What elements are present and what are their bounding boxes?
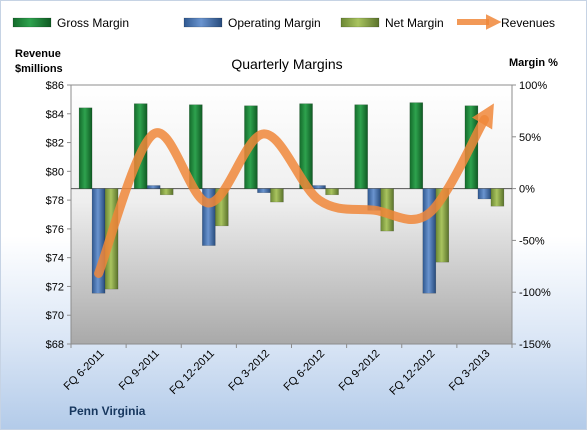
left-axis-tick-label: $68 [46, 339, 64, 351]
gross-margin-bar [355, 105, 368, 189]
x-tick-label: FQ 9-2011 [117, 348, 162, 393]
right-axis-tick-label: -50% [519, 235, 545, 247]
left-axis-tick-label: $70 [46, 310, 64, 322]
net-margin-bar [160, 189, 173, 195]
legend: Gross Margin Operating Margin Net Margin Re… [13, 16, 555, 30]
gross-margin-legend-label: Gross Margin [57, 16, 129, 30]
revenues-legend-label: Revenues [501, 16, 555, 30]
right-axis-tick-label: -100% [519, 287, 551, 299]
left-axis-tick-label: $78 [46, 195, 64, 207]
right-axis-tick-label: 0% [519, 184, 535, 196]
left-axis-tick-label: $86 [46, 80, 64, 92]
x-tick-label: FQ 3-2013 [447, 348, 493, 394]
right-axis-tick-label: -150% [519, 339, 551, 351]
net-margin-bar [326, 189, 339, 195]
left-axis-tick-label: $76 [46, 224, 64, 236]
gross-margin-bar [410, 103, 423, 189]
x-tick-label: FQ 3-2012 [226, 348, 272, 394]
left-axis-label-line1: Revenue [15, 48, 61, 60]
right-axis-tick-label: 50% [519, 132, 541, 144]
x-tick-label: FQ 6-2012 [282, 348, 328, 394]
company-label: Penn Virginia [69, 404, 146, 418]
operating-margin-legend-label: Operating Margin [228, 16, 321, 30]
left-axis-tick-label: $82 [46, 138, 64, 150]
operating-margin-bar [478, 189, 491, 199]
operating-margin-bar [313, 185, 326, 188]
chart-title: Quarterly Margins [231, 56, 342, 72]
left-axis-tick-label: $74 [46, 253, 64, 265]
x-tick-label: FQ 6-2011 [62, 348, 107, 393]
left-axis-tick-label: $84 [46, 109, 64, 121]
operating-margin-legend-swatch [184, 18, 222, 27]
x-tick-label: FQ 12-2011 [168, 348, 217, 397]
net-margin-legend-swatch [341, 18, 379, 27]
net-margin-legend-label: Net Margin [385, 16, 444, 30]
operating-margin-bar [147, 185, 160, 188]
gross-margin-bar [79, 108, 92, 189]
left-axis-label-line2: $millions [15, 63, 63, 75]
left-axis-tick-label: $72 [46, 281, 64, 293]
x-tick-label: FQ 12-2012 [387, 348, 437, 398]
x-tick-label: FQ 9-2012 [337, 348, 383, 394]
right-axis-label: Margin % [509, 57, 558, 69]
net-margin-bar [491, 189, 504, 207]
gross-margin-legend-swatch [13, 18, 51, 27]
left-axis-tick-label: $80 [46, 166, 64, 178]
net-margin-bar [270, 189, 283, 202]
right-axis-tick-label: 100% [519, 80, 547, 92]
operating-margin-bar [257, 189, 270, 193]
